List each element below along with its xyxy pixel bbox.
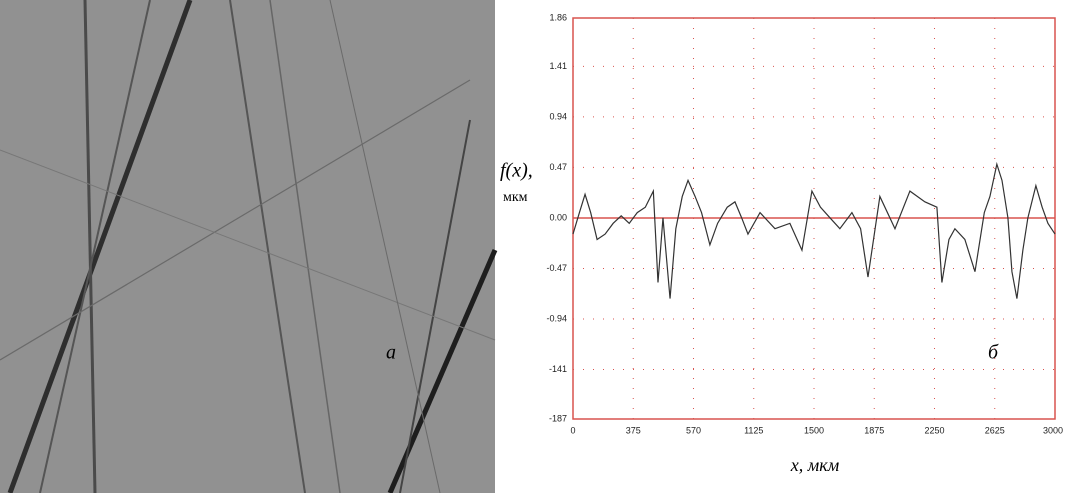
y-tick-label: 0.94 [549, 111, 567, 121]
y-tick-label: 1.41 [549, 61, 567, 71]
x-tick-label: 0 [570, 425, 575, 435]
y-axis-label: f(x), [500, 160, 533, 182]
y-tick-label: 0.00 [549, 212, 567, 222]
x-tick-label: 1125 [744, 425, 763, 435]
micrograph: а [0, 0, 498, 493]
x-tick-label: 375 [626, 425, 641, 435]
x-axis-label: x, мкм [790, 455, 840, 475]
annotation: б [988, 342, 999, 364]
x-tick-label: 570 [686, 425, 701, 435]
y-tick-label: -141 [549, 364, 567, 374]
y-tick-label: -187 [549, 413, 567, 423]
data-line [572, 161, 1056, 299]
y-tick-label: -0.94 [546, 313, 567, 323]
x-tick-label: 3000 [1043, 425, 1063, 435]
y-tick-label: -0.47 [546, 263, 567, 273]
x-tick-label: 2250 [924, 425, 944, 435]
x-tick-label: 1500 [804, 425, 824, 435]
y-axis-unit: мкм [503, 190, 528, 205]
x-tick-label: 1875 [864, 425, 884, 435]
x-tick-label: 2625 [985, 425, 1005, 435]
annotation: а [386, 342, 396, 364]
y-tick-label: 0.47 [549, 162, 567, 172]
y-tick-label: 1.86 [549, 12, 567, 22]
